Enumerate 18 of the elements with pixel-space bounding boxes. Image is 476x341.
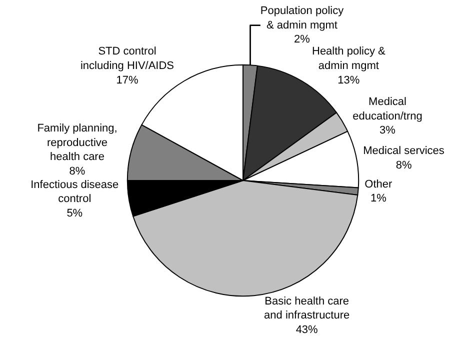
slice-label: Other	[364, 178, 393, 190]
slice-label: Population policy & admin mgmt	[260, 5, 344, 32]
data-label: 5%	[66, 207, 83, 220]
data-label: 1%	[370, 192, 387, 205]
slice-label: Basic health care and infrastructure	[264, 295, 350, 322]
data-label: 43%	[296, 324, 318, 336]
slice-label: Medical education/trng	[352, 96, 422, 122]
data-label: 3%	[380, 124, 396, 137]
slice-label: Family planning, reproductive health care	[37, 122, 118, 164]
data-label: 8%	[69, 166, 86, 178]
slice-label: Infectious disease control	[30, 178, 119, 206]
data-label: 17%	[116, 74, 138, 86]
slice-label: Medical services	[363, 145, 445, 158]
data-label: 13%	[338, 74, 360, 86]
data-label: 8%	[396, 160, 412, 172]
data-label: 2%	[294, 34, 310, 46]
slice-label: STD control including HIV/AIDS	[80, 46, 174, 72]
slice-label: Health policy & admin mgmt	[312, 46, 386, 72]
